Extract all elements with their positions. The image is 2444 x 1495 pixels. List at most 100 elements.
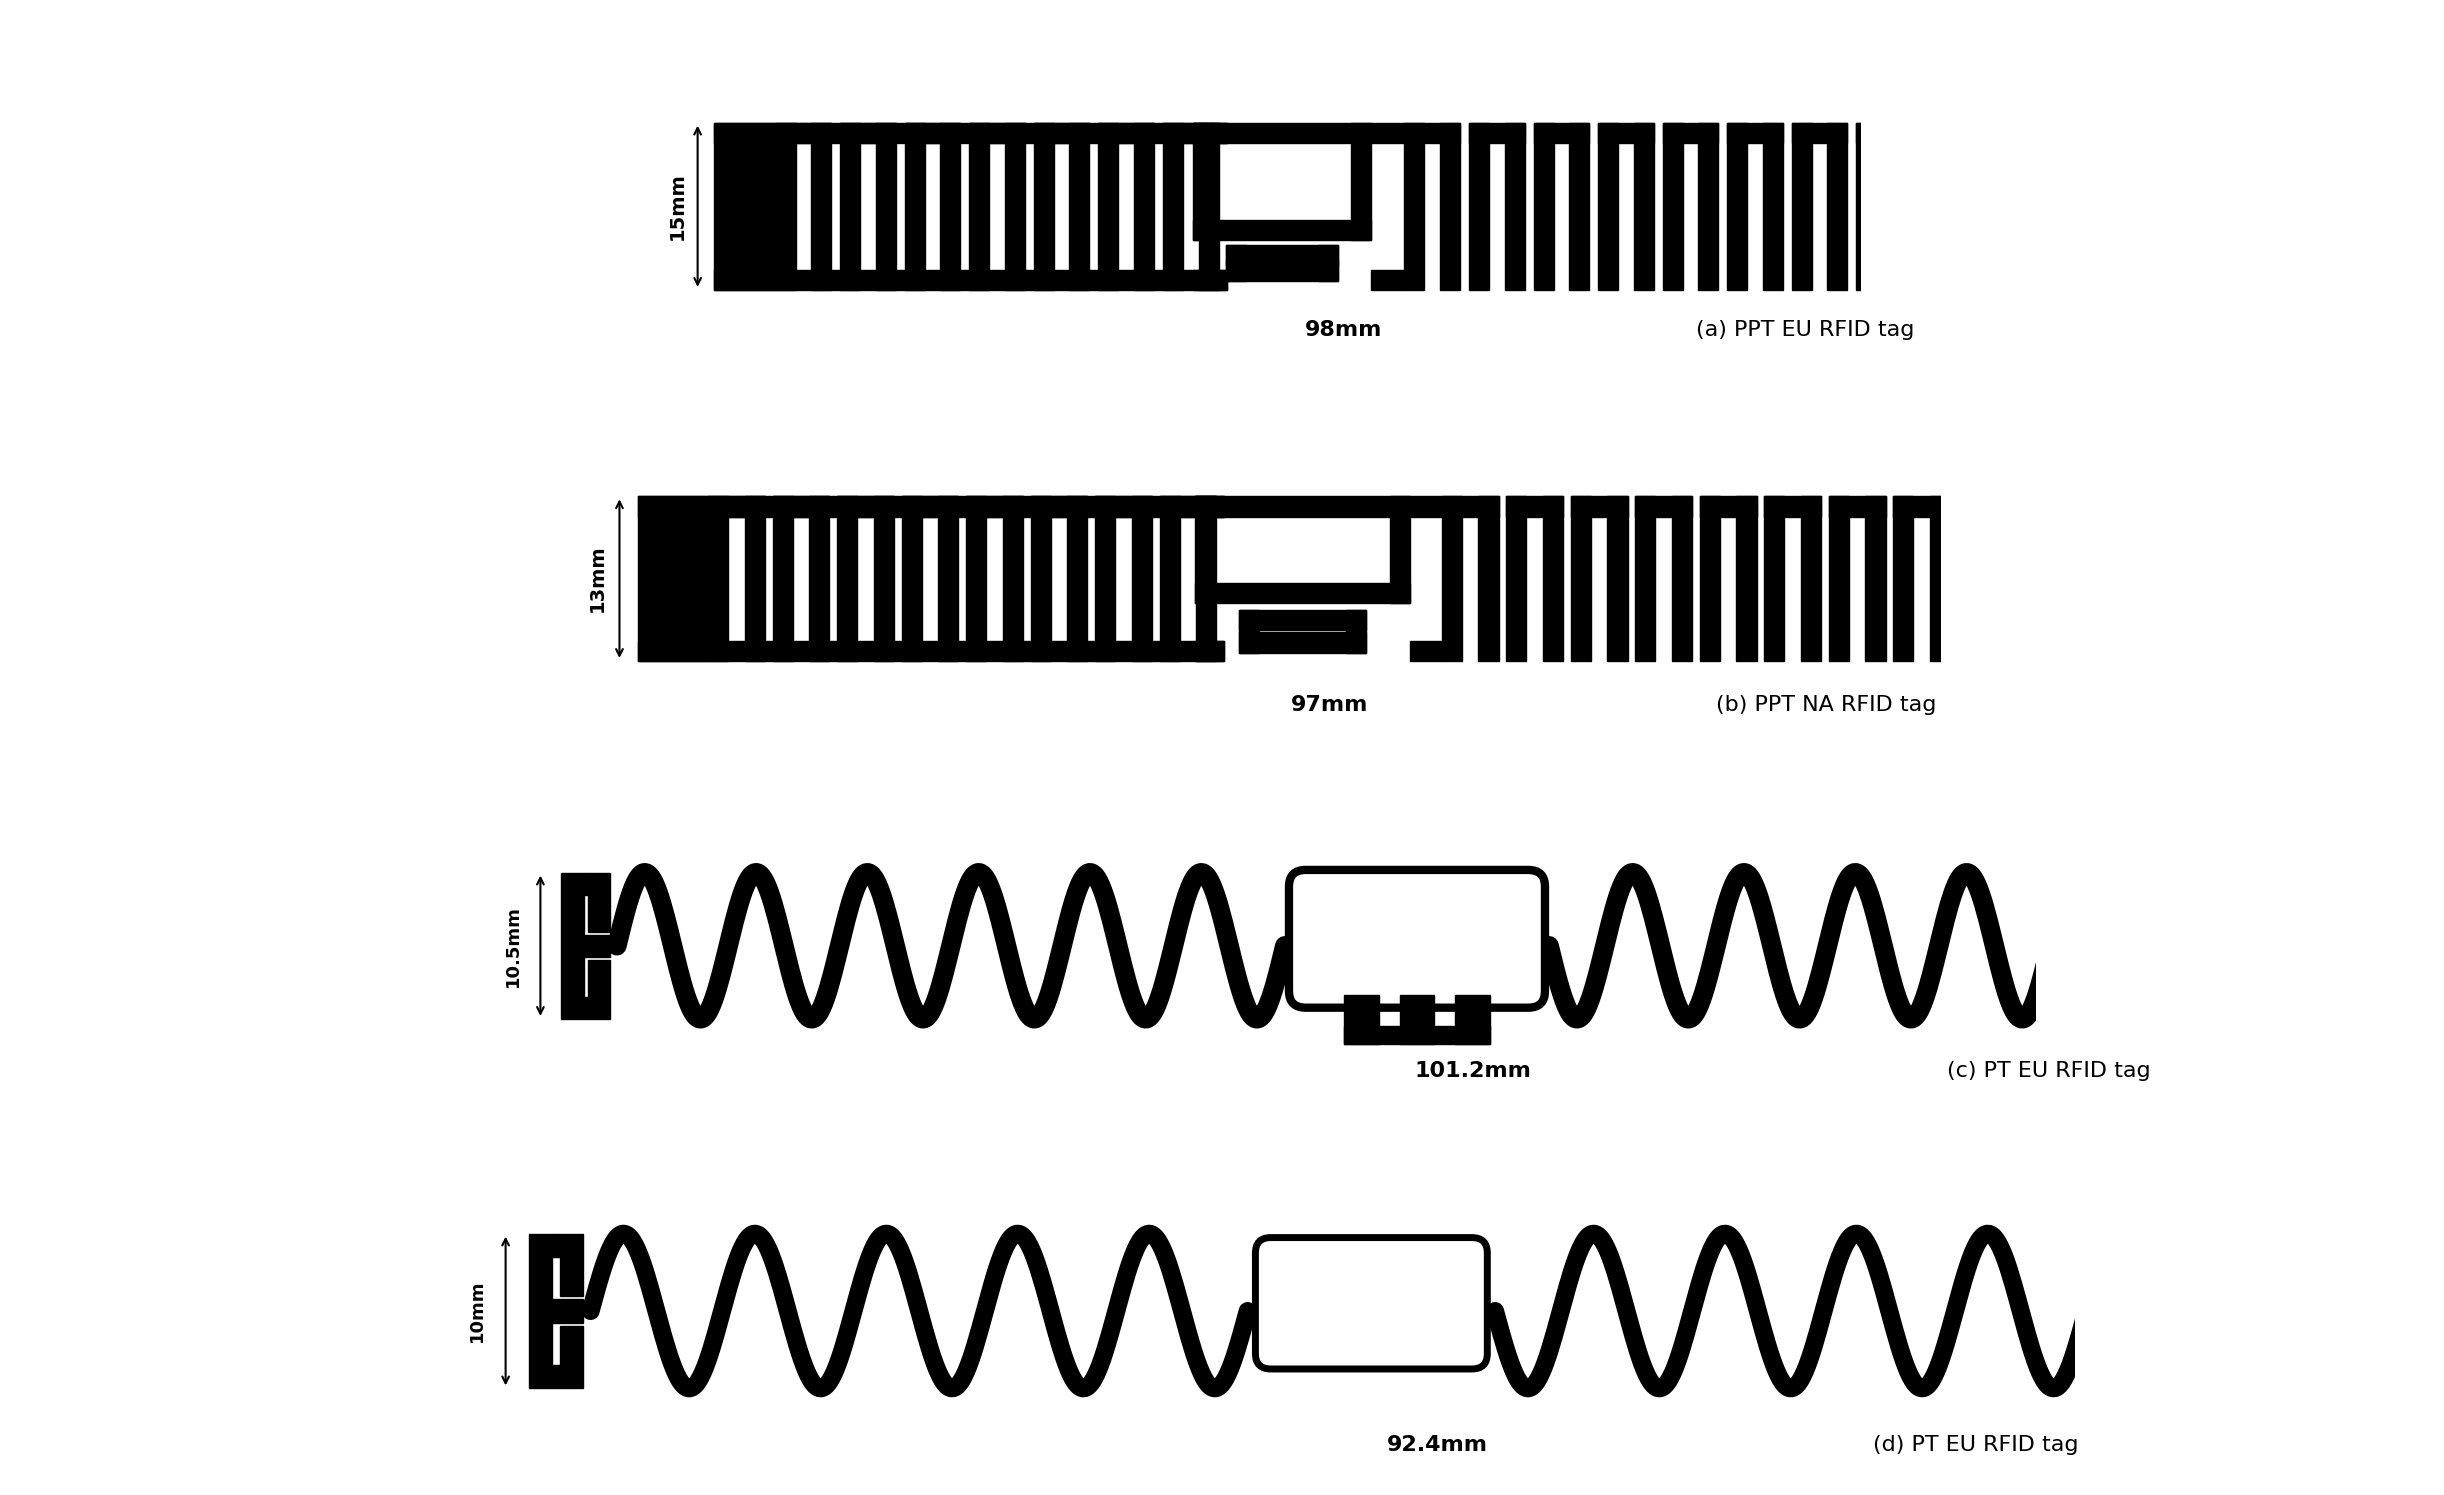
Bar xyxy=(970,123,1024,144)
Bar xyxy=(587,960,611,997)
Bar xyxy=(2290,1299,2322,1323)
Bar xyxy=(1569,123,1589,290)
Bar xyxy=(1542,496,1564,661)
Bar xyxy=(841,123,860,290)
Bar xyxy=(772,496,792,661)
Bar xyxy=(1405,123,1459,144)
Bar xyxy=(1791,123,1811,290)
Bar xyxy=(1193,123,1227,144)
Bar xyxy=(1635,496,1655,661)
Bar xyxy=(745,496,765,661)
Bar xyxy=(1894,496,1914,661)
Bar xyxy=(714,123,775,290)
Text: 101.2mm: 101.2mm xyxy=(1415,1060,1530,1081)
Bar xyxy=(2290,1365,2322,1389)
Bar xyxy=(562,873,584,1018)
Bar xyxy=(1193,123,1212,239)
Bar xyxy=(938,496,958,661)
Bar xyxy=(1095,496,1114,661)
Bar xyxy=(1791,123,1848,144)
Bar xyxy=(560,1326,584,1365)
Bar xyxy=(1070,123,1090,290)
Bar xyxy=(1163,123,1220,144)
Bar xyxy=(1662,123,1718,144)
Bar xyxy=(1193,123,1371,144)
Bar xyxy=(528,1233,552,1389)
Bar xyxy=(1195,641,1224,661)
Bar xyxy=(1735,496,1757,661)
Bar xyxy=(1068,496,1088,661)
Bar xyxy=(2336,873,2361,896)
Bar xyxy=(1828,123,1848,290)
Bar xyxy=(1227,262,1337,281)
Bar xyxy=(587,896,611,931)
Bar xyxy=(941,123,960,290)
Bar xyxy=(1158,496,1217,517)
Bar xyxy=(638,496,709,661)
Bar xyxy=(1132,496,1151,661)
Bar xyxy=(1347,610,1366,653)
Bar xyxy=(1699,123,1718,290)
Bar xyxy=(1728,123,1784,144)
Bar xyxy=(1344,1026,1491,1044)
Bar xyxy=(1506,123,1525,290)
Bar xyxy=(714,269,1227,290)
Bar xyxy=(1158,496,1180,661)
Bar xyxy=(1134,123,1154,290)
Bar xyxy=(2290,1233,2322,1257)
Bar xyxy=(1227,245,1246,281)
Bar xyxy=(1400,996,1435,1044)
Bar xyxy=(1571,496,1628,517)
Text: (d) PT EU RFID tag: (d) PT EU RFID tag xyxy=(1872,1435,2077,1455)
Bar xyxy=(2336,896,2358,931)
Bar xyxy=(1865,496,1887,661)
Bar xyxy=(1801,496,1821,661)
Bar xyxy=(1391,496,1410,604)
Bar xyxy=(1239,610,1366,629)
Bar xyxy=(775,123,797,290)
Text: (b) PPT NA RFID tag: (b) PPT NA RFID tag xyxy=(1716,695,1936,715)
Bar xyxy=(1410,496,1442,517)
Bar xyxy=(1828,496,1887,517)
Bar xyxy=(2361,873,2383,1018)
Bar xyxy=(904,123,960,144)
Bar xyxy=(1031,496,1088,517)
Bar xyxy=(1195,496,1215,604)
Bar xyxy=(584,997,611,1018)
Bar xyxy=(1532,123,1554,290)
Bar xyxy=(1894,496,1950,517)
Bar xyxy=(1633,123,1655,290)
Bar xyxy=(1440,123,1459,290)
Bar xyxy=(1857,123,1877,290)
Bar xyxy=(1911,123,1972,290)
Bar xyxy=(836,496,858,661)
Bar xyxy=(1095,496,1151,517)
Bar xyxy=(1371,269,1405,290)
Bar xyxy=(1195,583,1410,604)
Bar xyxy=(1931,496,1950,661)
Bar xyxy=(1097,123,1119,290)
Bar xyxy=(873,496,895,661)
Bar xyxy=(836,496,895,517)
Text: (c) PT EU RFID tag: (c) PT EU RFID tag xyxy=(1945,1060,2151,1081)
FancyBboxPatch shape xyxy=(1256,1238,1488,1369)
Text: 13mm: 13mm xyxy=(589,544,606,613)
Bar xyxy=(638,496,1224,517)
Bar xyxy=(1442,496,1462,661)
Bar xyxy=(1034,123,1090,144)
Bar xyxy=(811,123,831,290)
Bar xyxy=(1699,496,1721,661)
Text: (a) PPT EU RFID tag: (a) PPT EU RFID tag xyxy=(1696,320,1914,339)
Bar xyxy=(2290,1326,2314,1365)
Bar xyxy=(902,496,958,517)
Bar xyxy=(552,1365,584,1389)
Bar xyxy=(1344,996,1378,1044)
Bar xyxy=(875,123,897,290)
Bar xyxy=(1598,123,1655,144)
Bar xyxy=(1532,123,1589,144)
Bar xyxy=(2336,997,2361,1018)
Bar xyxy=(841,123,897,144)
Bar xyxy=(1857,123,1911,144)
Bar xyxy=(772,496,829,517)
Bar xyxy=(1506,496,1564,517)
